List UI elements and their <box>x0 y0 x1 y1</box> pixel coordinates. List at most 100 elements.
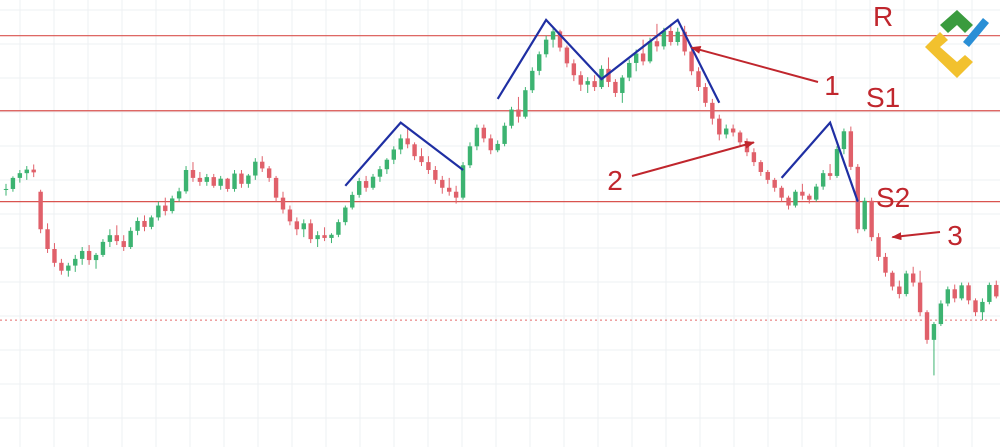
candle <box>516 96 521 123</box>
candle <box>24 166 29 180</box>
candle-body <box>329 234 334 238</box>
candle <box>800 183 805 200</box>
candle-body <box>280 197 286 210</box>
candle <box>945 286 950 307</box>
candle <box>31 164 36 178</box>
candle <box>204 173 210 186</box>
candle <box>772 177 777 192</box>
candle-body <box>343 207 348 223</box>
candle-body <box>661 30 667 47</box>
candle-body <box>183 170 189 192</box>
candle <box>751 148 757 167</box>
candle <box>419 148 424 167</box>
candle-body <box>73 258 78 266</box>
candle-body <box>398 138 403 150</box>
candle-body <box>370 176 376 188</box>
candle <box>156 201 161 221</box>
broker-logo-icon <box>925 10 989 78</box>
candle-body <box>93 254 99 261</box>
candle <box>308 219 313 244</box>
candle-body <box>758 162 764 172</box>
candle <box>107 229 113 248</box>
candle <box>814 183 819 202</box>
candle <box>793 189 798 208</box>
candle <box>447 177 452 196</box>
candle <box>260 156 265 172</box>
candle <box>571 59 577 82</box>
candle-body <box>585 81 590 85</box>
candle-body <box>10 177 16 189</box>
candle <box>952 284 957 303</box>
candle <box>433 166 438 184</box>
candle <box>883 252 888 277</box>
candle-body <box>38 191 43 230</box>
candle <box>488 134 493 155</box>
candle-body <box>980 301 985 313</box>
candle <box>287 205 293 226</box>
candle <box>440 175 445 194</box>
candle-body <box>772 179 777 188</box>
candle-body <box>654 41 660 47</box>
candle <box>689 49 694 76</box>
candle-body <box>945 289 950 304</box>
candle-body <box>883 256 888 273</box>
candle <box>841 128 847 155</box>
candle <box>530 67 535 93</box>
candle <box>744 138 750 157</box>
candle <box>668 23 673 46</box>
candle <box>904 270 909 297</box>
candle <box>370 173 376 190</box>
candle-body <box>897 286 902 295</box>
candle <box>606 57 611 88</box>
pattern-line <box>780 120 859 202</box>
candle <box>135 217 140 236</box>
candle-body <box>530 70 535 91</box>
candle-body <box>59 262 64 271</box>
candle <box>73 254 78 272</box>
candle-body <box>869 200 874 238</box>
logo-yellow-chevron <box>925 32 973 78</box>
candle-body <box>557 31 563 48</box>
candle <box>211 173 216 188</box>
candle <box>543 35 549 58</box>
candle-body <box>467 146 473 166</box>
candle-body <box>924 312 930 340</box>
candle <box>550 27 556 48</box>
callout-arrow-2 <box>631 140 755 177</box>
callout-arrows <box>631 46 941 241</box>
candle-body <box>79 250 85 259</box>
candle-body <box>204 177 210 182</box>
candle <box>170 195 175 214</box>
candle-body <box>592 81 597 88</box>
candle-body <box>765 171 770 180</box>
candle-body <box>696 71 701 88</box>
candle <box>280 191 286 214</box>
candle-body <box>800 191 805 196</box>
candle-body <box>633 53 639 63</box>
candle-body <box>336 222 341 235</box>
candle-body <box>377 169 383 177</box>
candle <box>537 51 542 76</box>
candle <box>675 27 680 46</box>
candle-body <box>17 173 23 178</box>
candle-body <box>474 127 480 147</box>
candle-body <box>52 249 57 263</box>
candle <box>564 45 570 68</box>
candle-body <box>294 221 300 230</box>
candle-body <box>239 173 244 184</box>
callout-label-3: 3 <box>947 220 963 251</box>
candle-body <box>938 303 944 325</box>
candle <box>93 252 99 269</box>
candle <box>322 227 327 242</box>
candle <box>391 146 396 165</box>
candle <box>710 98 715 125</box>
candle-body <box>848 131 854 167</box>
candle <box>737 130 743 147</box>
candle <box>329 233 334 244</box>
candle-body <box>675 31 680 43</box>
candle <box>987 282 992 305</box>
candle-body <box>481 127 487 139</box>
candle <box>717 114 722 141</box>
candle <box>176 187 182 202</box>
